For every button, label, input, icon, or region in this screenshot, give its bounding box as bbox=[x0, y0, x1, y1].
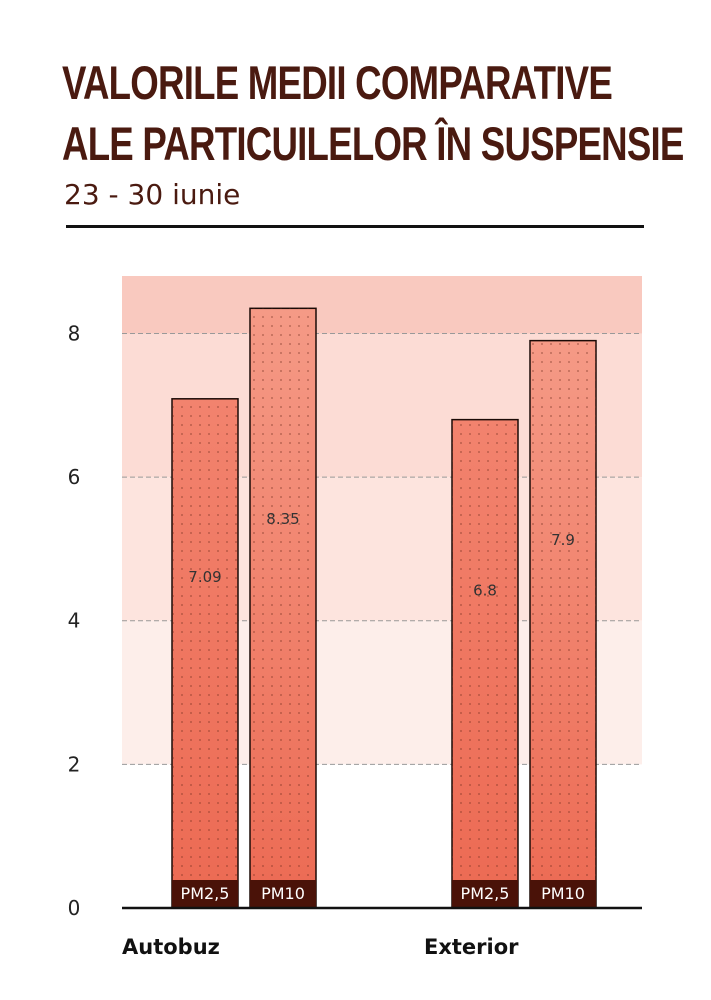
series-label: PM2,5 bbox=[461, 884, 510, 903]
data-label: 7.09 bbox=[188, 568, 221, 586]
data-label: 6.8 bbox=[473, 581, 497, 599]
y-tick-label: 0 bbox=[68, 896, 81, 920]
chart-title-line-1: VALORILE MEDII COMPARATIVE bbox=[62, 56, 613, 109]
series-label: PM10 bbox=[261, 884, 305, 903]
bar-texture bbox=[452, 419, 518, 908]
bar-texture bbox=[530, 340, 596, 908]
y-tick-label: 8 bbox=[68, 321, 81, 345]
y-tick-label: 6 bbox=[68, 465, 81, 489]
y-tick-label: 2 bbox=[68, 752, 81, 776]
chart-title-block: VALORILE MEDII COMPARATIVE ALE PARTICUIL… bbox=[62, 52, 684, 174]
data-label: 7.9 bbox=[551, 531, 575, 549]
data-label: 8.35 bbox=[266, 510, 299, 528]
band-above-8 bbox=[122, 276, 642, 334]
series-label-bg bbox=[172, 880, 238, 908]
x-category-label: Exterior bbox=[424, 935, 519, 959]
x-category-label: Autobuz bbox=[122, 935, 220, 959]
series-label: PM10 bbox=[541, 884, 585, 903]
bar-texture bbox=[172, 398, 238, 908]
title-divider bbox=[66, 225, 644, 228]
chart-subtitle: 23 - 30 iunie bbox=[64, 178, 241, 211]
series-label-bg bbox=[530, 880, 596, 908]
series-label: PM2,5 bbox=[181, 884, 230, 903]
bar-texture bbox=[250, 308, 316, 908]
series-label-bg bbox=[452, 880, 518, 908]
series-label-bg bbox=[250, 880, 316, 908]
y-tick-label: 4 bbox=[68, 609, 81, 633]
